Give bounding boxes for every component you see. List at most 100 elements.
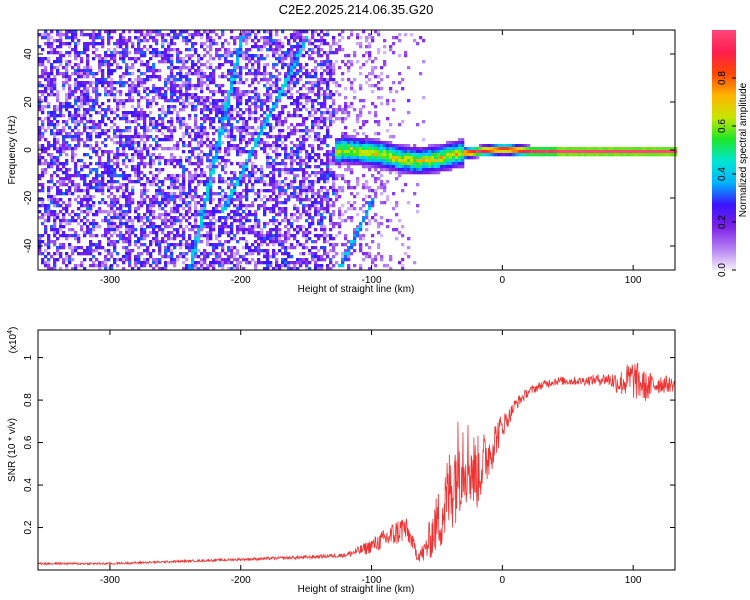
heatmap-cell bbox=[92, 39, 96, 43]
heatmap-cell bbox=[323, 246, 327, 250]
heatmap-cell bbox=[269, 144, 273, 148]
heatmap-cell bbox=[41, 189, 45, 193]
heatmap-cell bbox=[245, 57, 249, 61]
heatmap-cell bbox=[68, 111, 72, 115]
heatmap-cell bbox=[188, 69, 192, 73]
heatmap-cell bbox=[38, 153, 42, 157]
heatmap-cell bbox=[56, 60, 60, 64]
heatmap-cell bbox=[368, 78, 372, 82]
heatmap-cell bbox=[287, 261, 291, 265]
heatmap-cell bbox=[164, 57, 168, 61]
heatmap-cell bbox=[290, 234, 294, 238]
heatmap-cell bbox=[377, 225, 381, 229]
heatmap-cell bbox=[320, 267, 324, 271]
heatmap-cell bbox=[272, 240, 276, 244]
heatmap-cell bbox=[215, 210, 219, 214]
heatmap-cell bbox=[206, 177, 210, 181]
heatmap-cell bbox=[200, 135, 204, 139]
heatmap-cell bbox=[365, 180, 369, 184]
heatmap-cell bbox=[212, 222, 216, 226]
heatmap-cell bbox=[296, 114, 300, 118]
heatmap-cell bbox=[122, 189, 126, 193]
heatmap-cell bbox=[374, 177, 378, 181]
heatmap-cell bbox=[152, 195, 156, 199]
heatmap-cell bbox=[305, 63, 309, 67]
heatmap-cell bbox=[245, 102, 249, 106]
heatmap-cell bbox=[338, 213, 342, 217]
heatmap-cell bbox=[275, 153, 279, 157]
heatmap-cell bbox=[179, 192, 183, 196]
heatmap-cell bbox=[140, 126, 144, 130]
heatmap-cell bbox=[206, 138, 210, 142]
heatmap-cell bbox=[131, 99, 135, 103]
heatmap-cell bbox=[158, 78, 162, 82]
heatmap-cell bbox=[299, 252, 303, 256]
heatmap-cell bbox=[362, 144, 366, 148]
heatmap-cell bbox=[50, 153, 54, 157]
heatmap-cell bbox=[254, 54, 258, 58]
heatmap-cell bbox=[149, 75, 153, 79]
heatmap-cell bbox=[47, 204, 51, 208]
heatmap-cell bbox=[44, 204, 48, 208]
heatmap-cell bbox=[134, 255, 138, 259]
heatmap-cell bbox=[275, 225, 279, 229]
heatmap-cell bbox=[134, 216, 138, 220]
heatmap-cell bbox=[206, 165, 210, 169]
heatmap-cell bbox=[317, 33, 321, 37]
heatmap-cell bbox=[257, 189, 261, 193]
heatmap-cell bbox=[251, 165, 255, 169]
heatmap-cell bbox=[335, 117, 339, 121]
heatmap-cell bbox=[179, 165, 183, 169]
heatmap-cell bbox=[203, 171, 207, 175]
heatmap-cell bbox=[182, 171, 186, 175]
heatmap-cell bbox=[326, 87, 330, 91]
heatmap-cell bbox=[104, 57, 108, 61]
heatmap-cell bbox=[377, 33, 381, 37]
heatmap-cell bbox=[146, 105, 150, 109]
heatmap-cell bbox=[167, 192, 171, 196]
heatmap-cell bbox=[206, 216, 210, 220]
heatmap-cell bbox=[236, 81, 240, 85]
heatmap-cell bbox=[170, 255, 174, 259]
heatmap-cell bbox=[218, 66, 222, 70]
heatmap-cell bbox=[317, 201, 321, 205]
heatmap-cell bbox=[380, 216, 384, 220]
heatmap-cell bbox=[251, 39, 255, 43]
heatmap-cell bbox=[347, 201, 351, 205]
heatmap-cell bbox=[128, 180, 132, 184]
heatmap-cell bbox=[380, 162, 384, 166]
heatmap-cell bbox=[347, 159, 351, 163]
heatmap-cell bbox=[257, 243, 261, 247]
heatmap-cell bbox=[257, 261, 261, 265]
heatmap-cell bbox=[74, 63, 78, 67]
heatmap-cell bbox=[41, 183, 45, 187]
heatmap-cell bbox=[170, 132, 174, 136]
heatmap-cell bbox=[239, 138, 243, 142]
heatmap-cell bbox=[293, 102, 297, 106]
heatmap-cell bbox=[254, 231, 258, 235]
heatmap-cell bbox=[212, 171, 216, 175]
heatmap-cell bbox=[248, 180, 252, 184]
heatmap-cell bbox=[338, 138, 342, 142]
heatmap-cell bbox=[203, 105, 207, 109]
heatmap-cell bbox=[332, 147, 336, 151]
heatmap-cell bbox=[326, 108, 330, 112]
heatmap-cell bbox=[212, 207, 216, 211]
heatmap-cell bbox=[206, 33, 210, 37]
heatmap-cell bbox=[113, 96, 117, 100]
heatmap-cell bbox=[116, 147, 120, 151]
heatmap-cell bbox=[257, 138, 261, 142]
heatmap-cell bbox=[326, 96, 330, 100]
heatmap-cell bbox=[128, 90, 132, 94]
heatmap-cell bbox=[311, 219, 315, 223]
heatmap-cell bbox=[254, 216, 258, 220]
heatmap-cell bbox=[221, 159, 225, 163]
heatmap-cell bbox=[329, 45, 333, 49]
heatmap-cell bbox=[239, 216, 243, 220]
heatmap-cell bbox=[302, 189, 306, 193]
heatmap-cell bbox=[305, 261, 309, 265]
heatmap-cell bbox=[329, 162, 333, 166]
heatmap-cell bbox=[371, 216, 375, 220]
heatmap-cell bbox=[191, 84, 195, 88]
